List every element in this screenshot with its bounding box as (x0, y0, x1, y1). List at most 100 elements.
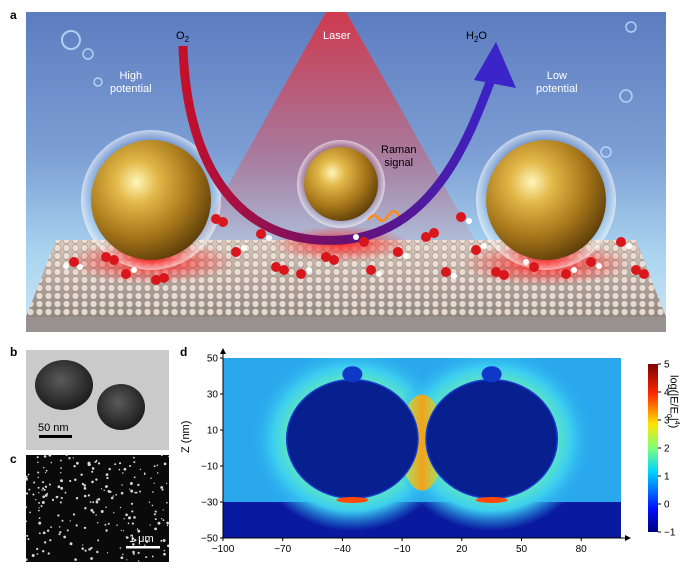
sem-particle (37, 486, 40, 489)
sem-particle (129, 488, 131, 490)
sem-particle (46, 492, 49, 495)
sem-particle (41, 489, 43, 491)
high-potential-line1: High (119, 70, 143, 82)
colorbar-tick-label: −1 (664, 528, 676, 539)
sem-particle (160, 517, 163, 520)
sem-particle (132, 552, 135, 555)
sem-particle (116, 524, 118, 526)
sem-particle (126, 559, 128, 561)
sem-particle (58, 533, 61, 536)
sem-particle (36, 553, 39, 555)
sem-particle (60, 496, 63, 500)
sem-particle (96, 499, 98, 501)
sem-particle (125, 513, 128, 517)
sem-particle (96, 521, 99, 524)
sem-particle (151, 504, 154, 507)
sem-particle (41, 481, 45, 484)
sem-particle (42, 550, 45, 553)
x-tick-label: −70 (274, 544, 291, 555)
sem-particle (96, 501, 99, 504)
sem-particle (38, 509, 40, 512)
particle-top-node (481, 366, 502, 383)
sem-particle (91, 470, 94, 473)
sem-particle (129, 482, 133, 485)
sem-particle (37, 471, 40, 474)
sem-particle (45, 469, 48, 472)
sem-particle (100, 510, 104, 513)
sem-particle (143, 473, 146, 476)
sem-particle (103, 489, 105, 492)
x-tick-label: −10 (394, 544, 411, 555)
sem-particle (31, 554, 35, 557)
sem-particle (27, 538, 30, 541)
sem-particle (97, 462, 101, 465)
sem-particle (119, 506, 122, 509)
sem-particle (91, 467, 95, 470)
sem-particle (43, 488, 46, 491)
sem-particle (65, 455, 68, 457)
sem-particle (50, 526, 52, 528)
sem-particle (108, 467, 111, 471)
sem-particle (127, 522, 130, 525)
sem-particle (66, 529, 69, 532)
sem-particle (33, 481, 36, 484)
low-potential-line2: potential (536, 83, 578, 95)
sem-particle (63, 535, 67, 539)
y-tick-label: −10 (201, 462, 218, 473)
sem-particle (163, 552, 166, 556)
sem-particle (129, 464, 132, 468)
raman-signal-line1: Raman (381, 144, 417, 156)
sem-particle (162, 509, 164, 511)
sem-particle (162, 539, 166, 542)
sem-particle (123, 467, 127, 471)
sem-particle (96, 550, 99, 554)
sem-particle (105, 473, 109, 476)
sem-particle (106, 552, 109, 554)
sem-particle (36, 456, 39, 459)
sem-particle (145, 540, 149, 543)
sem-particle (59, 459, 62, 462)
sem-particle (26, 477, 28, 481)
sem-particle (148, 501, 151, 503)
sem-particle (72, 513, 76, 516)
panel-letter-c: c (10, 452, 17, 466)
sem-particle (74, 558, 77, 561)
sem-particle (38, 492, 40, 494)
sem-particle (95, 478, 98, 481)
sem-particle (114, 463, 117, 466)
sem-particle (113, 512, 115, 514)
sem-particle (58, 526, 61, 528)
sem-particle (50, 461, 53, 464)
sem-particle (152, 491, 154, 493)
sem-particle (155, 510, 157, 513)
sem-particle (59, 472, 62, 474)
sem-particle (46, 529, 50, 532)
sem-particle (26, 475, 28, 478)
schematic-illustration: Laser O2 H2O High potential Low potentia… (26, 12, 666, 332)
sem-particle (69, 542, 73, 546)
sem-particle (83, 484, 86, 487)
y-tick-label: 50 (207, 354, 219, 365)
sem-particle (119, 547, 122, 549)
sem-particle (137, 560, 140, 562)
sem-particle (92, 511, 95, 514)
colorbar-tick-label: 5 (664, 360, 670, 371)
sem-particle (126, 536, 129, 539)
sem-particle (26, 520, 28, 522)
x-tick-label: −100 (212, 544, 235, 555)
sem-particle (134, 491, 137, 494)
sem-particle (153, 482, 155, 484)
particle-interior (425, 378, 559, 500)
panel-letter-d: d (180, 345, 188, 359)
sem-particle (132, 550, 135, 554)
sem-particle (26, 492, 29, 495)
sem-particle (133, 476, 136, 479)
sem-particle (131, 522, 134, 525)
sem-particle (73, 464, 76, 468)
sem-particle (131, 510, 134, 513)
sem-particle (94, 461, 96, 463)
sem-particle (29, 511, 31, 514)
sem-particle (90, 508, 94, 512)
sem-particle (38, 521, 42, 525)
